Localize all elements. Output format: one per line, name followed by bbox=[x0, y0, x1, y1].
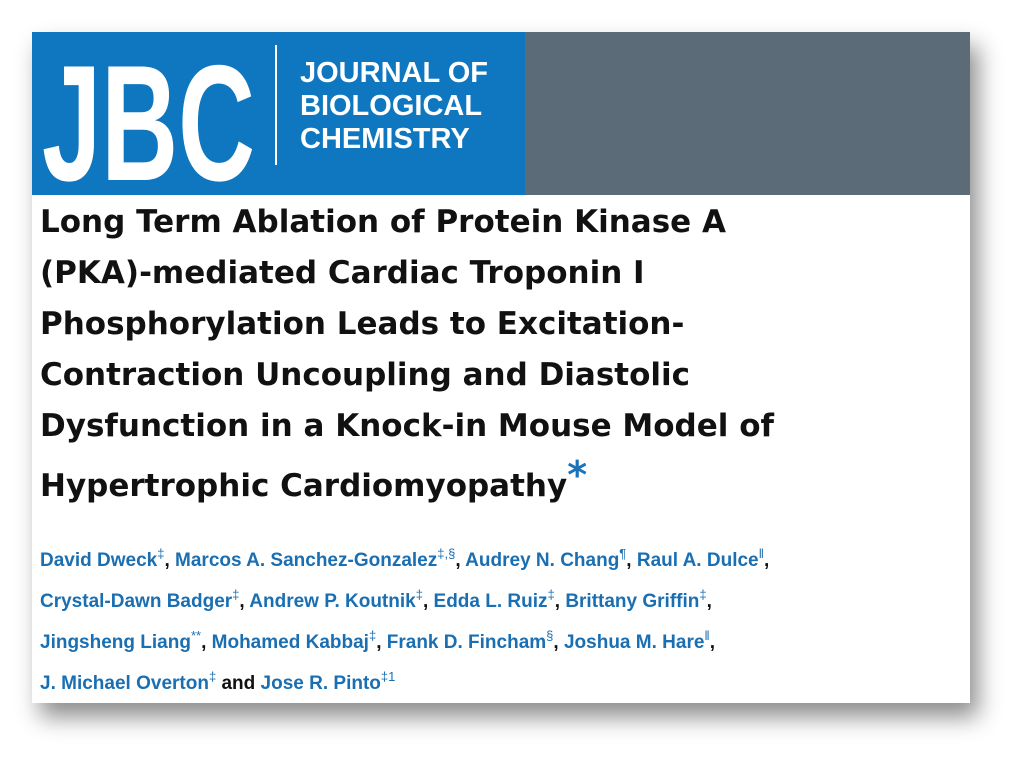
logo: JBC bbox=[42, 32, 255, 195]
separator: , bbox=[376, 632, 382, 653]
author-name: David Dweck bbox=[40, 550, 158, 571]
affiliation-mark: ** bbox=[190, 628, 202, 643]
affiliation-mark: ‡ bbox=[699, 587, 707, 602]
affiliation-mark: ‡ bbox=[157, 546, 165, 561]
banner-panel bbox=[525, 32, 970, 195]
footnote-mark: * bbox=[567, 453, 588, 497]
author-name: Raul A. Dulce bbox=[636, 550, 759, 571]
title-text: Dysfunction in a Knock-in Mouse Model of bbox=[40, 408, 774, 444]
affiliation-mark: ‖ bbox=[758, 546, 764, 561]
separator: , bbox=[553, 632, 559, 653]
author-line: David Dweck‡, Marcos A. Sanchez-Gonzalez… bbox=[40, 540, 769, 581]
separator: , bbox=[626, 550, 632, 571]
affiliation-mark: ‡ bbox=[368, 628, 377, 643]
separator: , bbox=[455, 550, 461, 571]
separator: , bbox=[763, 550, 770, 571]
separator: , bbox=[554, 591, 561, 612]
title-text: Long Term Ablation of Protein Kinase A bbox=[40, 204, 726, 240]
title-text: Contraction Uncoupling and Diastolic bbox=[40, 357, 691, 393]
author-name: Jose R. Pinto bbox=[260, 673, 381, 694]
author-name: Frank D. Fincham bbox=[386, 632, 547, 653]
separator: , bbox=[706, 591, 712, 612]
author-name: Audrey N. Chang bbox=[465, 550, 620, 571]
affiliation-mark: ‡ bbox=[547, 587, 555, 602]
title-line: Hypertrophic Cardiomyopathy* bbox=[40, 456, 774, 512]
title-line: Long Term Ablation of Protein Kinase A bbox=[40, 197, 774, 248]
separator: , bbox=[201, 632, 207, 653]
journal-name-line: BIOLOGICAL bbox=[300, 90, 482, 122]
author-line: Crystal-Dawn Badger‡, Andrew P. Koutnik‡… bbox=[40, 581, 769, 622]
title-text: Hypertrophic Cardiomyopathy bbox=[40, 468, 568, 504]
title-line: Contraction Uncoupling and Diastolic bbox=[40, 350, 774, 401]
article-header: JBC JOURNAL OF BIOLOGICAL CHEMISTRY Long T… bbox=[32, 32, 970, 703]
journal-name-line: JOURNAL OF bbox=[300, 57, 488, 89]
title-text: Phosphorylation Leads to Excitation- bbox=[40, 306, 685, 342]
separator: , bbox=[164, 550, 170, 571]
affiliation-mark: ‡ bbox=[232, 587, 240, 602]
title-line: (PKA)-mediated Cardiac Troponin I bbox=[40, 248, 774, 299]
title-line: Dysfunction in a Knock-in Mouse Model of bbox=[40, 401, 774, 452]
affiliation-mark: ‡ bbox=[415, 587, 423, 602]
affiliation-mark: ‡1 bbox=[380, 669, 396, 684]
author-name: Mohamed Kabbaj bbox=[211, 632, 369, 653]
affiliation-mark: § bbox=[546, 628, 554, 643]
affiliation-mark: ‡ bbox=[208, 669, 217, 684]
author-name: Jingsheng Liang bbox=[40, 632, 191, 653]
author-name: Edda L. Ruiz bbox=[433, 591, 548, 612]
separator: and bbox=[221, 673, 256, 694]
author-name: Andrew P. Koutnik bbox=[249, 591, 416, 612]
logo-panel bbox=[32, 32, 525, 195]
author-name: J. Michael Overton bbox=[40, 673, 209, 694]
separator: , bbox=[239, 591, 245, 612]
author-list: David Dweck‡, Marcos A. Sanchez-Gonzalez… bbox=[40, 540, 769, 703]
author-line: J. Michael Overton‡ and Jose R. Pinto‡1 bbox=[40, 663, 769, 703]
title-text: (PKA)-mediated Cardiac Troponin I bbox=[40, 255, 645, 291]
author-name: Marcos A. Sanchez-Gonzalez bbox=[175, 550, 438, 571]
journal-name-line: CHEMISTRY bbox=[300, 123, 470, 155]
affiliation-mark: ¶ bbox=[619, 546, 627, 561]
author-name: Joshua M. Hare bbox=[563, 632, 705, 653]
affiliation-mark: ‖ bbox=[704, 628, 710, 643]
title-line: Phosphorylation Leads to Excitation- bbox=[40, 299, 774, 350]
affiliation-mark: ‡,§ bbox=[437, 546, 456, 561]
author-name: Brittany Griffin bbox=[565, 591, 700, 612]
author-name: Crystal-Dawn Badger bbox=[40, 591, 233, 612]
article-title: Long Term Ablation of Protein Kinase A (P… bbox=[40, 197, 774, 512]
separator: , bbox=[422, 591, 429, 612]
author-line: Jingsheng Liang**, Mohamed Kabbaj‡, Fran… bbox=[40, 622, 769, 663]
separator: , bbox=[709, 632, 716, 653]
